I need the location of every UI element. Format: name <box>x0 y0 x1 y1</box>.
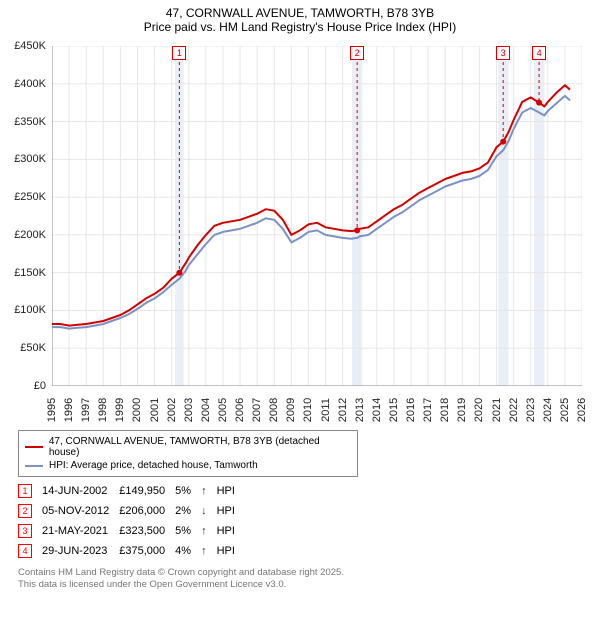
tx-vs: HPI <box>217 521 245 541</box>
title-block: 47, CORNWALL AVENUE, TAMWORTH, B78 3YB P… <box>0 0 600 36</box>
x-tick-label: 2018 <box>439 398 451 422</box>
transaction-row: 4 29-JUN-2023£375,0004%↑HPI <box>18 541 245 561</box>
tx-date: 14-JUN-2002 <box>42 481 119 501</box>
x-tick-label: 1995 <box>46 398 58 422</box>
tx-arrow-up-icon: ↑ <box>201 481 217 501</box>
legend: 47, CORNWALL AVENUE, TAMWORTH, B78 3YB (… <box>18 430 358 477</box>
x-tick-label: 2022 <box>508 398 520 422</box>
tx-vs: HPI <box>217 501 245 521</box>
x-tick-label: 2025 <box>559 398 571 422</box>
x-tick-label: 2002 <box>166 398 178 422</box>
y-axis-labels: £0£50K£100K£150K£200K£250K£300K£350K£400… <box>0 46 50 386</box>
footnote: Contains HM Land Registry data © Crown c… <box>18 567 582 591</box>
tx-price: £323,500 <box>119 521 175 541</box>
chart-marker-2: 2 <box>350 46 364 60</box>
x-tick-label: 2024 <box>542 398 554 422</box>
x-tick-label: 1996 <box>63 398 75 422</box>
footnote-line-2: This data is licensed under the Open Gov… <box>18 579 582 591</box>
transactions-table: 114-JUN-2002£149,9505%↑HPI205-NOV-2012£2… <box>18 481 582 561</box>
y-tick-label: £400K <box>14 78 46 90</box>
x-tick-label: 1997 <box>80 398 92 422</box>
transaction-row: 2 05-NOV-2012£206,0002%↓HPI <box>18 501 245 521</box>
title-line-1: 47, CORNWALL AVENUE, TAMWORTH, B78 3YB <box>0 6 600 20</box>
x-tick-label: 2005 <box>217 398 229 422</box>
legend-swatch-price-paid <box>25 446 43 448</box>
y-tick-label: £50K <box>20 342 46 354</box>
chart-area: £0 £50K £100K £150K £200K £250K £300K £350K £400… <box>0 36 600 426</box>
figure: 47, CORNWALL AVENUE, TAMWORTH, B78 3YB P… <box>0 0 600 591</box>
tx-vs: HPI <box>217 541 245 561</box>
x-tick-label: 2013 <box>354 398 366 422</box>
tx-pct: 4% <box>175 541 201 561</box>
tx-pct: 2% <box>175 501 201 521</box>
x-axis-labels: 1995199619971998199920002001200220032004… <box>52 388 582 428</box>
x-tick-label: 2019 <box>456 398 468 422</box>
x-tick-label: 2012 <box>337 398 349 422</box>
x-tick-label: 2001 <box>149 398 161 422</box>
x-tick-label: 1999 <box>114 398 126 422</box>
tx-pct: 5% <box>175 521 201 541</box>
x-tick-label: 1998 <box>97 398 109 422</box>
x-tick-label: 2026 <box>576 398 588 422</box>
tx-price: £149,950 <box>119 481 175 501</box>
tx-pct: 5% <box>175 481 201 501</box>
title-line-2: Price paid vs. HM Land Registry's House … <box>0 20 600 34</box>
legend-row-hpi: HPI: Average price, detached house, Tamw… <box>25 459 351 472</box>
transaction-row: 1 14-JUN-2002£149,9505%↑HPI <box>18 481 245 501</box>
x-tick-label: 2016 <box>405 398 417 422</box>
y-tick-label: £250K <box>14 191 46 203</box>
y-tick-label: £150K <box>14 267 46 279</box>
tx-arrow-up-icon: ↑ <box>201 541 217 561</box>
x-tick-label: 2004 <box>200 398 212 422</box>
legend-swatch-hpi <box>25 465 43 467</box>
tx-arrow-up-icon: ↑ <box>201 521 217 541</box>
tx-price: £206,000 <box>119 501 175 521</box>
x-tick-label: 2020 <box>473 398 485 422</box>
tx-date: 29-JUN-2023 <box>42 541 119 561</box>
chart-marker-4: 4 <box>532 46 546 60</box>
tx-marker-1: 1 <box>18 484 32 498</box>
tx-marker-4: 4 <box>18 544 32 558</box>
y-tick-label: £100K <box>14 304 46 316</box>
tx-date: 05-NOV-2012 <box>42 501 119 521</box>
chart-marker-1: 1 <box>172 46 186 60</box>
x-tick-label: 2017 <box>422 398 434 422</box>
transaction-row: 3 21-MAY-2021£323,5005%↑HPI <box>18 521 245 541</box>
tx-price: £375,000 <box>119 541 175 561</box>
footnote-line-1: Contains HM Land Registry data © Crown c… <box>18 567 582 579</box>
legend-label-hpi: HPI: Average price, detached house, Tamw… <box>49 460 258 471</box>
series-hpi <box>52 96 570 329</box>
legend-row-price-paid: 47, CORNWALL AVENUE, TAMWORTH, B78 3YB (… <box>25 435 351 459</box>
x-tick-label: 2010 <box>302 398 314 422</box>
tx-date: 21-MAY-2021 <box>42 521 119 541</box>
x-tick-label: 2023 <box>525 398 537 422</box>
tx-marker-2: 2 <box>18 504 32 518</box>
y-tick-label: £450K <box>14 40 46 52</box>
x-tick-label: 2003 <box>183 398 195 422</box>
y-tick-label: £300K <box>14 153 46 165</box>
x-tick-label: 2007 <box>251 398 263 422</box>
x-tick-label: 2021 <box>491 398 503 422</box>
legend-label-price-paid: 47, CORNWALL AVENUE, TAMWORTH, B78 3YB (… <box>49 436 351 458</box>
y-tick-label: £350K <box>14 116 46 128</box>
tx-marker-3: 3 <box>18 524 32 538</box>
y-tick-label: £200K <box>14 229 46 241</box>
x-tick-label: 2006 <box>234 398 246 422</box>
plot-region: 1 2 3 4 <box>52 46 582 386</box>
x-tick-label: 2014 <box>371 398 383 422</box>
chart-marker-3: 3 <box>496 46 510 60</box>
x-tick-label: 2008 <box>268 398 280 422</box>
tx-vs: HPI <box>217 481 245 501</box>
x-tick-label: 2000 <box>131 398 143 422</box>
x-tick-label: 2009 <box>285 398 297 422</box>
x-tick-label: 2011 <box>320 398 332 422</box>
x-tick-label: 2015 <box>388 398 400 422</box>
tx-arrow-down-icon: ↓ <box>201 501 217 521</box>
y-tick-label: £0 <box>34 380 46 392</box>
